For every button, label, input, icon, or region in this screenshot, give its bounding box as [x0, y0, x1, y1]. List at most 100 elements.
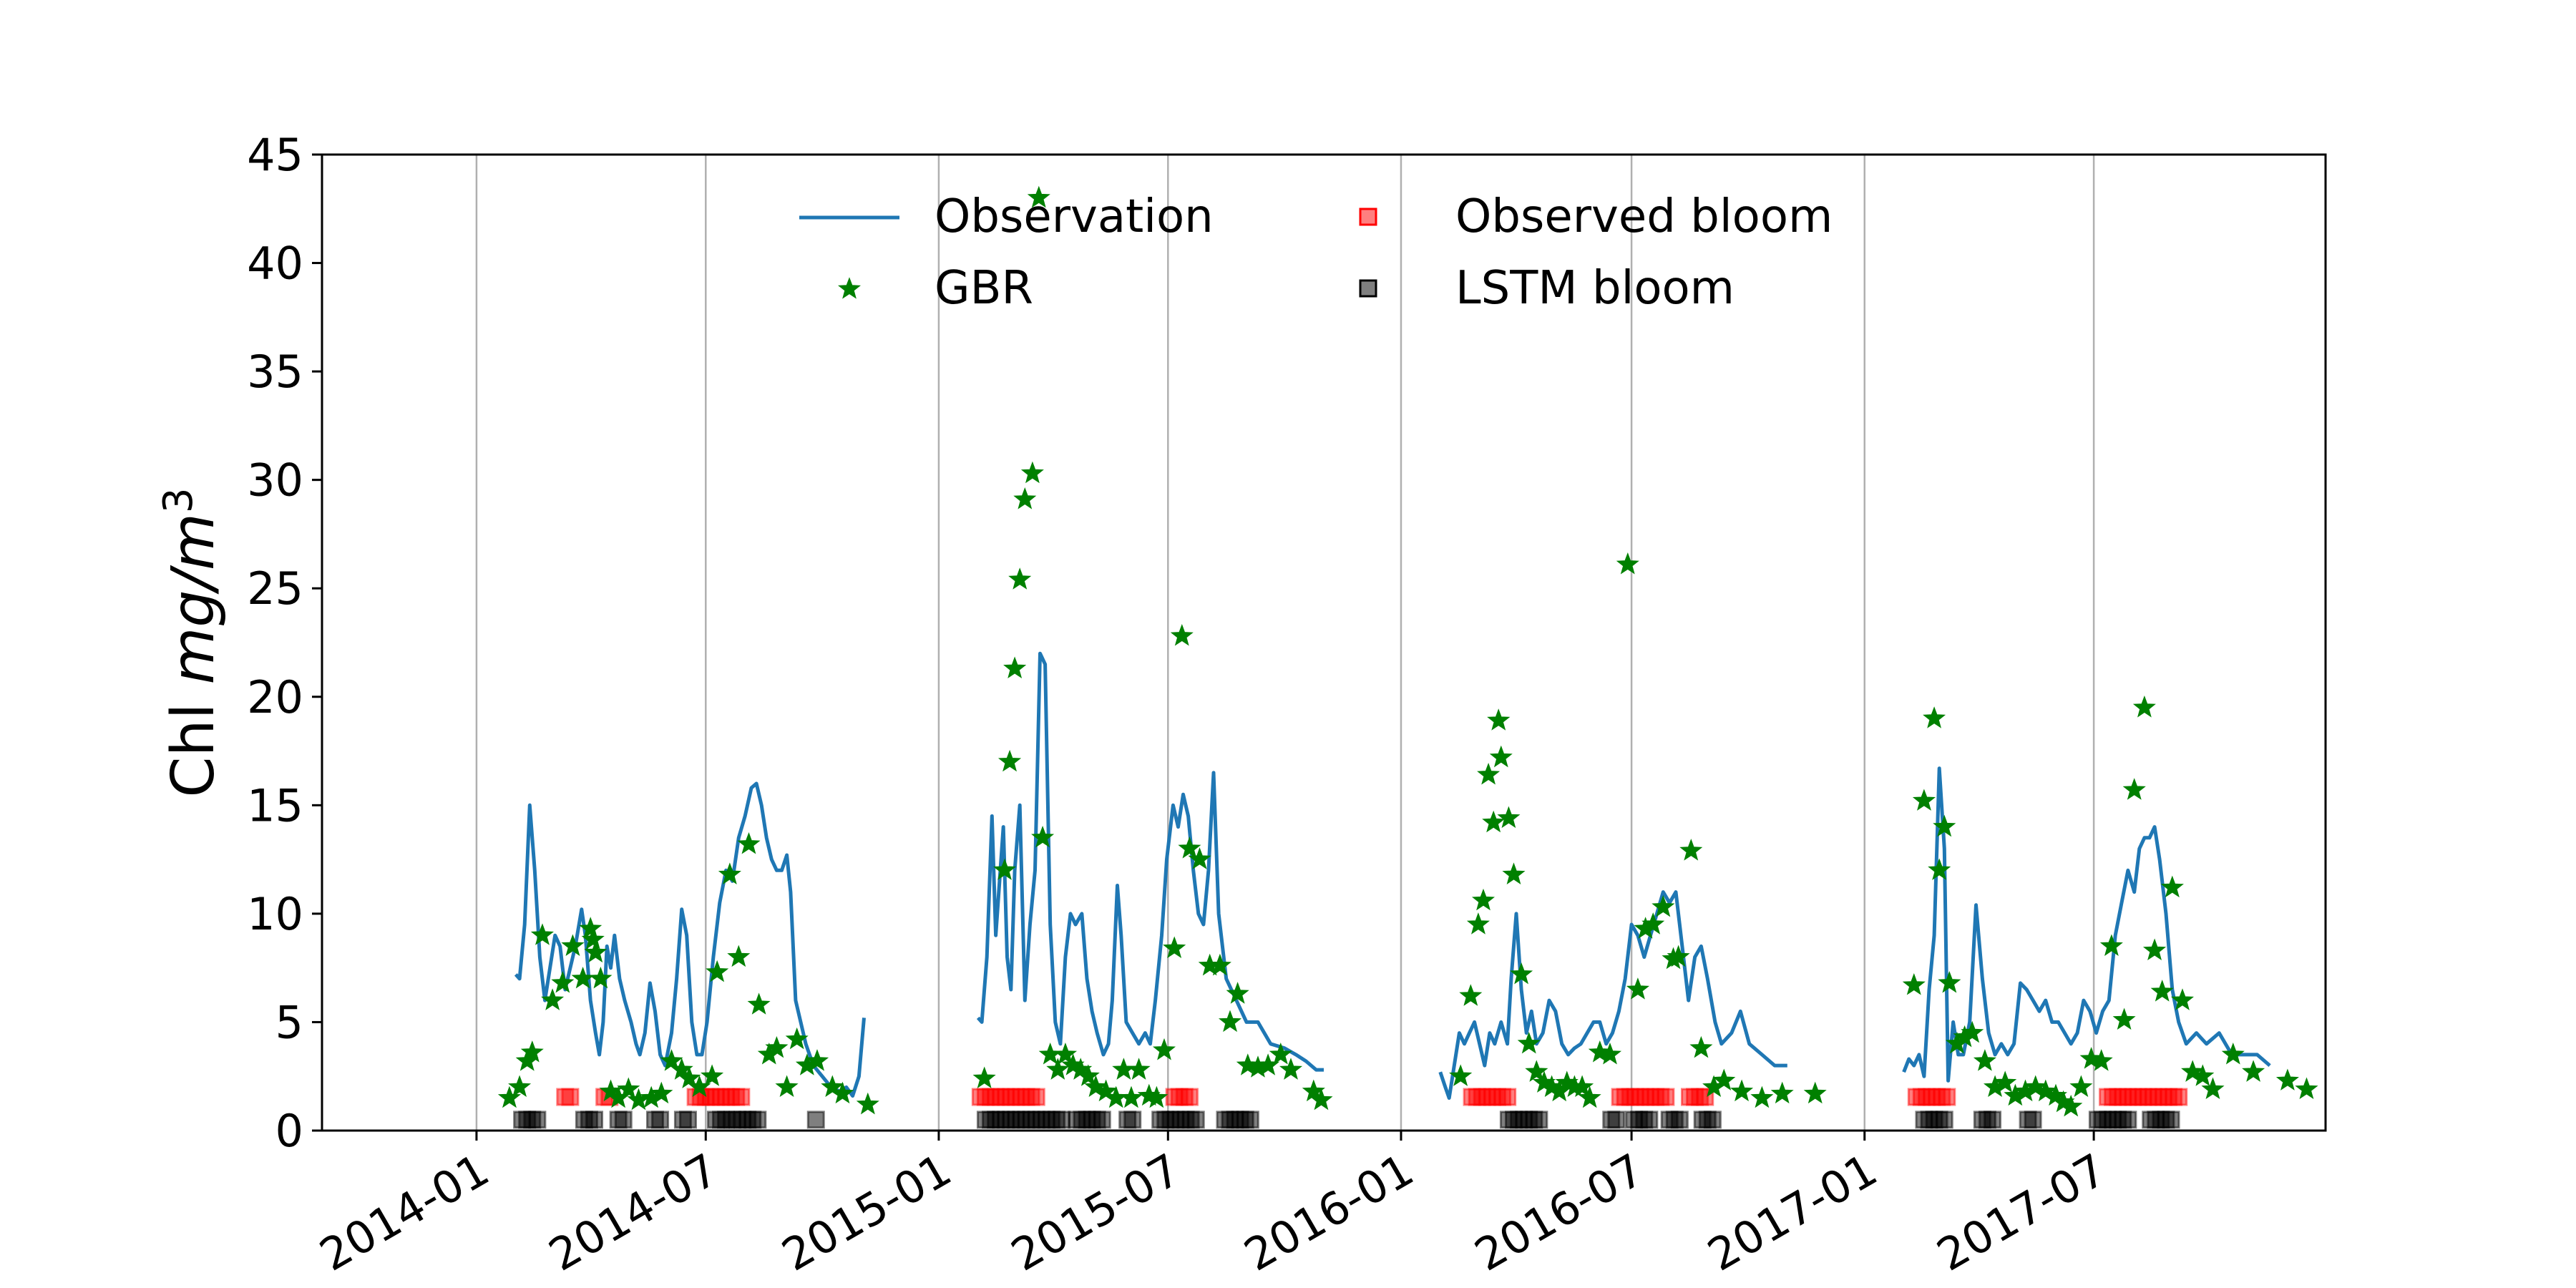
gbr-point [992, 858, 1017, 880]
legend-gbr-star-shape [837, 277, 862, 299]
gbr-point [706, 960, 729, 982]
y-tick-label-0: 0 [275, 1105, 303, 1157]
observed-bloom-marker [1657, 1088, 1675, 1106]
gbr-point [727, 945, 751, 967]
gbr-point [1750, 1085, 1774, 1108]
gbr-point [1578, 1085, 1601, 1108]
observation-line-segment-4 [1902, 766, 2271, 1083]
gbr-point [617, 1077, 640, 1099]
lstm-bloom-marker [2162, 1111, 2180, 1129]
legend-gbr-label: GBR [935, 262, 1033, 315]
lstm-bloom-marker [614, 1111, 633, 1129]
gbr-point [1803, 1081, 1827, 1104]
lstm-bloom-marker [1123, 1111, 1142, 1129]
gbr-point [2191, 1064, 2215, 1086]
observed-bloom-marker [1180, 1088, 1199, 1106]
gbr-point [541, 988, 565, 1010]
gbr-point [1477, 763, 1501, 785]
gbr-point [561, 934, 585, 957]
y-tick-label-40: 40 [247, 238, 303, 290]
gbr-point [1152, 1038, 1176, 1060]
gbr-point [1269, 1043, 1292, 1065]
gbr-point [1076, 1064, 1100, 1086]
gbr-point [1188, 847, 1211, 869]
gbr-point [1046, 1058, 1070, 1080]
gbr-point [589, 966, 613, 989]
gbr-point [551, 971, 575, 993]
lstm-bloom-marker [1670, 1111, 1689, 1129]
y-tick-label-35: 35 [247, 346, 303, 398]
gbr-point [520, 1040, 544, 1063]
gbr-point [1712, 1068, 1736, 1091]
gbr-point [2142, 938, 2167, 960]
gbr-point [660, 1049, 683, 1071]
gbr-point [856, 1092, 879, 1115]
gbr-point [1616, 552, 1639, 575]
gbr-point [2170, 988, 2195, 1010]
gbr-point [530, 923, 555, 945]
gbr-point [1226, 982, 1249, 1004]
lstm-bloom-marker [528, 1111, 547, 1129]
gbr-point [2132, 696, 2156, 718]
gbr-point [1084, 1075, 1108, 1097]
gbr-point [1928, 858, 1951, 880]
gbr-point [2150, 980, 2174, 1002]
gbr-point [1178, 836, 1201, 859]
observation-line-segment-3 [1438, 890, 1787, 1100]
observed-bloom-marker [2170, 1088, 2188, 1106]
gbr-point [718, 862, 741, 885]
gbr-point [2089, 1049, 2113, 1071]
gbr-point [2160, 875, 2184, 898]
gbr-point [678, 1066, 701, 1088]
lstm-bloom-marker [1053, 1111, 1071, 1129]
gbr-point [972, 1066, 996, 1088]
y-tick-label-30: 30 [247, 454, 303, 507]
gbr-point [1923, 706, 1946, 728]
gbr-point [2181, 1060, 2205, 1082]
gbr-point [2034, 1079, 2057, 1102]
gbr-point [2122, 778, 2146, 800]
gbr-point [747, 992, 771, 1015]
gbr-point [1973, 1049, 1996, 1071]
gbr-point [785, 1027, 809, 1050]
legend-observed-bloom-marker [1359, 208, 1377, 226]
gbr-point [1626, 977, 1650, 1000]
y-tick-label-10: 10 [247, 888, 303, 940]
gbr-point [805, 1049, 829, 1071]
gbr-point [1641, 912, 1665, 935]
gbr-point [1127, 1058, 1151, 1080]
legend-observation-label: Observation [935, 190, 1214, 243]
gbr-point [1548, 1079, 1571, 1102]
lstm-bloom-marker [1241, 1111, 1259, 1129]
gbr-point [2099, 934, 2123, 957]
gbr-point [1309, 1088, 1333, 1111]
legend-lstm-bloom-marker [1359, 279, 1377, 298]
gbr-point [1902, 973, 1926, 995]
gbr-point [1933, 814, 1956, 837]
gbr-point [1994, 1070, 2017, 1093]
gbr-point [831, 1081, 854, 1104]
gbr-point [997, 749, 1022, 772]
gbr-point [2221, 1043, 2245, 1065]
observed-bloom-marker [1498, 1088, 1517, 1106]
gbr-point [579, 917, 602, 939]
gbr-point [1466, 912, 1490, 935]
gbr-point [2112, 1008, 2136, 1030]
observed-bloom-marker [1027, 1088, 1045, 1106]
gbr-point [1031, 825, 1055, 848]
gbr-point [2024, 1075, 2047, 1097]
gbr-point [1938, 971, 1961, 993]
gbr-point [1459, 984, 1483, 1006]
observed-bloom-marker [732, 1088, 751, 1106]
gbr-point [1003, 656, 1027, 678]
gbr-point [1570, 1075, 1594, 1097]
gbr-point [1471, 888, 1496, 911]
lstm-bloom-marker [1640, 1111, 1659, 1129]
legend-observed-bloom-label: Observed bloom [1455, 190, 1833, 243]
gbr-point [1449, 1064, 1473, 1086]
gbr-point [1218, 1010, 1242, 1033]
y-tick-label-25: 25 [247, 562, 303, 615]
lstm-bloom-marker [651, 1111, 670, 1129]
gbr-point [1525, 1060, 1548, 1082]
